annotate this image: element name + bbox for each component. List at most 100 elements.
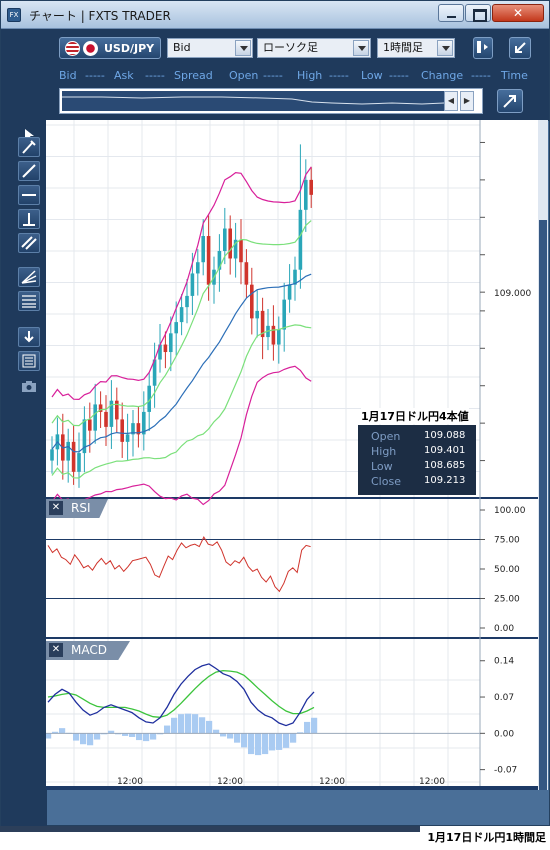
candle-body [196, 262, 200, 274]
minimize-button[interactable] [438, 4, 464, 22]
candle-body [158, 344, 162, 360]
close-button[interactable]: ✕ [492, 4, 544, 22]
trendline-icon [22, 164, 36, 178]
panel-toggle-button[interactable] [473, 37, 493, 59]
ohlc-title: 1月17日ドル円4本値 [361, 408, 469, 424]
candle-body [93, 404, 97, 431]
quote-high-label: High [297, 69, 323, 82]
tool-list[interactable] [18, 351, 40, 371]
macd-panel [45, 663, 480, 756]
macd-histogram-bar [73, 733, 80, 741]
macd-histogram-bar [87, 733, 94, 746]
expand-button[interactable] [497, 89, 523, 113]
chart-grid [46, 120, 538, 788]
macd-histogram-bar [311, 717, 318, 734]
panel-toggle-icon [477, 41, 488, 53]
timeframe-value: 1時間足 [383, 41, 423, 54]
quote-bid-label: Bid [59, 69, 77, 82]
macd-histogram-bar [192, 714, 199, 734]
candle-body [152, 359, 157, 386]
candle-body [244, 262, 249, 285]
rsi-panel-label: RSI [71, 501, 91, 515]
candle-body [277, 329, 281, 345]
macd-tick-label: 0.07 [494, 693, 514, 703]
image-caption: 1月17日ドル円1時間足 [427, 831, 546, 844]
candle-body [287, 284, 292, 300]
macd-histogram-bar [248, 733, 255, 755]
candle-body [109, 400, 114, 427]
candle-body [228, 228, 232, 259]
time-axis-label: 12:00 [319, 777, 345, 787]
candle-body [190, 273, 195, 296]
candle-body [282, 299, 286, 330]
close-icon[interactable]: ✕ [49, 643, 63, 657]
candle-body [201, 236, 205, 263]
candle-body [304, 179, 308, 210]
symbol-selector[interactable]: USD/JPY [59, 37, 161, 59]
detach-button[interactable] [509, 37, 531, 59]
candle-body [50, 449, 54, 461]
tool-download[interactable] [18, 327, 40, 347]
candle-body [77, 453, 81, 472]
axis-labels: 109.000 100.00 75.00 50.00 25.00 0.00 0.14 0.07… [117, 141, 531, 787]
close-icon[interactable]: ✕ [49, 501, 63, 515]
macd-histogram-bar [171, 717, 178, 734]
candle-body [250, 284, 254, 319]
navigator-scroll-left[interactable]: ◀ [444, 91, 458, 111]
vertical-line-icon [23, 213, 35, 226]
tool-trendline[interactable] [18, 161, 40, 181]
rsi-line [47, 536, 311, 593]
chart-type-select[interactable]: ローソク足 [257, 38, 371, 58]
macd-histogram-bar [108, 730, 115, 734]
ohlc-value: 109.213 [424, 475, 466, 486]
macd-histogram-bar [59, 728, 66, 734]
candle-body [131, 423, 135, 435]
window-title: チャート | FXTS TRADER [29, 9, 171, 23]
rsi-tick-label: 25.00 [494, 595, 520, 605]
horizontal-line-icon [22, 194, 36, 196]
timeframe-select[interactable]: 1時間足 [377, 38, 455, 58]
time-axis-label: 12:00 [117, 777, 143, 787]
tool-channel[interactable] [18, 233, 40, 253]
ohlc-label: Open [371, 430, 401, 443]
navigator-strip[interactable]: ◀ ▶ [59, 88, 483, 114]
macd-histogram-bar [150, 733, 157, 740]
macd-histogram-bar [220, 733, 227, 737]
camera-icon[interactable] [21, 379, 37, 393]
quote-change-value: ----- [471, 69, 491, 82]
macd-panel-tab[interactable]: ✕ MACD [46, 641, 130, 660]
maximize-button[interactable] [465, 4, 491, 22]
close-icon: ✕ [512, 6, 524, 20]
taskbar [0, 826, 550, 850]
price-type-select[interactable]: Bid [167, 38, 253, 58]
measure-icon [22, 140, 36, 154]
bollinger-upper-1 [51, 220, 312, 427]
macd-histogram-bar [94, 733, 101, 740]
macd-histogram-bar [178, 714, 185, 734]
download-icon [24, 331, 34, 343]
rsi-tick-label: 100.00 [494, 506, 526, 516]
candle-body [223, 228, 227, 251]
macd-histogram-bar [122, 733, 129, 736]
macd-histogram-bar [283, 733, 290, 748]
quote-header: Bid ----- Ask ----- Spread Open ----- Hi… [59, 69, 539, 83]
right-scrollbar[interactable] [539, 220, 547, 790]
candle-body [179, 307, 184, 323]
ohlc-value: 109.088 [424, 430, 466, 441]
candle-body [206, 236, 211, 285]
tool-fan[interactable] [18, 267, 40, 287]
jp-flag-icon [83, 41, 98, 56]
navigator-scroll-right[interactable]: ▶ [460, 91, 474, 111]
tool-horizontal-line[interactable] [18, 185, 40, 205]
tool-fibonacci[interactable] [18, 291, 40, 311]
tool-vertical-line[interactable] [18, 209, 40, 229]
chart-svg: 109.000 100.00 75.00 50.00 25.00 0.00 0.14 0.07… [45, 120, 538, 788]
quote-change-label: Change [421, 69, 464, 82]
rsi-panel-tab[interactable]: ✕ RSI [46, 499, 108, 518]
chevron-down-icon [235, 40, 251, 56]
quote-time-label: Time [501, 69, 528, 82]
pointer-icon [25, 129, 34, 142]
tool-measure[interactable] [18, 137, 40, 157]
macd-histogram-bar [213, 729, 220, 734]
macd-histogram-bar [185, 713, 192, 734]
